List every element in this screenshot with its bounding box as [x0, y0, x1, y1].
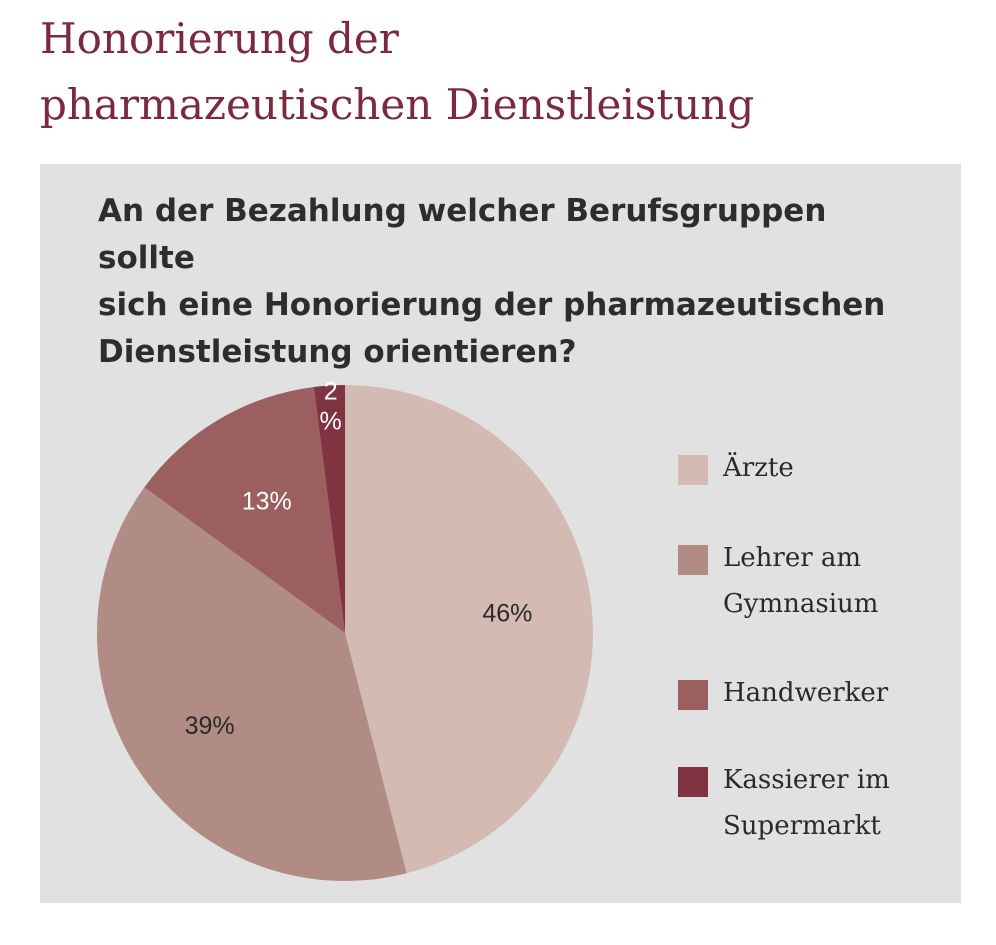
legend-label: Ärzte: [723, 453, 794, 483]
legend-swatch: [678, 680, 708, 710]
slice-value-label: 2%: [320, 377, 342, 435]
legend-label: Handwerker: [723, 678, 889, 708]
legend-swatch: [678, 767, 708, 797]
chart-title-line-3: Dienstleistung orientieren?: [98, 334, 577, 370]
chart-panel: An der Bezahlung welcher Berufsgruppen s…: [40, 164, 961, 903]
legend-swatch: [678, 455, 708, 485]
chart-title-line-2: sich eine Honorierung der pharmazeutisch…: [98, 287, 886, 323]
slice-value-label: 46%: [482, 599, 532, 627]
pie-slice: [345, 385, 593, 874]
page-title: Honorierung der pharmazeutischen Dienstl…: [40, 6, 960, 138]
legend-label: Lehrer am Gymnasium: [723, 543, 879, 619]
pie-slice: [144, 386, 345, 633]
page-title-line-1: Honorierung der: [40, 14, 399, 63]
pie-slice: [96, 487, 407, 881]
slice-value-label: 39%: [185, 712, 235, 740]
legend-label: Kassierer im Supermarkt: [723, 765, 890, 841]
page-title-line-2: pharmazeutischen Dienstleistung: [40, 80, 755, 129]
legend-swatch: [678, 545, 708, 575]
chart-title: An der Bezahlung welcher Berufsgruppen s…: [98, 188, 918, 376]
pie-slice: [313, 385, 345, 633]
pie-chart: 46% 39% 13% 2%: [96, 377, 593, 881]
slice-value-label: 13%: [242, 488, 292, 516]
chart-title-line-1: An der Bezahlung welcher Berufsgruppen s…: [98, 193, 827, 276]
